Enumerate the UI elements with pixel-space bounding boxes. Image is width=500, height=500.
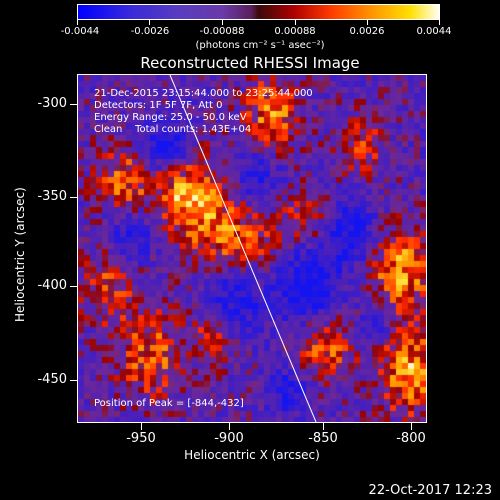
colorbar-label: -0.0044 — [60, 26, 100, 37]
y-tick-label: -400 — [37, 278, 67, 293]
x-axis-label: Heliocentric X (arcsec) — [184, 448, 320, 462]
x-tick — [141, 423, 142, 430]
x-tick-label: -850 — [308, 431, 338, 446]
heatmap-canvas[interactable] — [78, 75, 426, 422]
colorbar-tick — [149, 20, 150, 25]
x-tick-label: -950 — [126, 431, 156, 446]
x-tick — [411, 423, 412, 430]
info-total-counts: Clean Total counts: 1.43E+04 — [94, 124, 252, 135]
colorbar-label: 0.00088 — [274, 26, 316, 37]
x-tick — [323, 423, 324, 430]
colorbar-label: -0.00088 — [199, 26, 245, 37]
colorbar-label: 0.0026 — [349, 26, 385, 37]
colorbar-label: 0.0044 — [416, 26, 452, 37]
limb-line — [169, 75, 317, 422]
info-energy-range: Energy Range: 25.0 - 50.0 keV — [94, 112, 247, 123]
y-tick-label: -350 — [37, 189, 67, 204]
y-tick — [70, 104, 77, 105]
colorbar-tick — [77, 20, 78, 25]
y-tick-label: -450 — [37, 372, 67, 387]
info-time-range: 21-Dec-2015 23:15:44.000 to 23:25:44.000 — [94, 88, 313, 99]
image-title: Reconstructed RHESSI Image — [140, 54, 360, 72]
y-tick — [70, 286, 77, 287]
peak-position: Position of Peak = [-844,-432] — [94, 398, 244, 409]
x-tick-label: -900 — [214, 431, 244, 446]
y-tick — [70, 197, 77, 198]
colorbar-tick — [367, 20, 368, 25]
y-tick — [70, 380, 77, 381]
colorbar-label: -0.0026 — [130, 26, 170, 37]
y-axis-label: Heliocentric Y (arcsec) — [13, 187, 27, 322]
x-tick-label: -800 — [396, 431, 426, 446]
x-tick — [229, 423, 230, 430]
y-tick-label: -300 — [37, 96, 67, 111]
colorbar-tick — [222, 20, 223, 25]
timestamp: 22-Oct-2017 12:23 — [368, 483, 492, 498]
colorbar-tick — [295, 20, 296, 25]
colorbar-unit: (photons cm⁻² s⁻¹ asec⁻²) — [195, 40, 325, 51]
info-detectors: Detectors: 1F 5F 7F, Att 0 — [94, 100, 223, 111]
colorbar — [77, 4, 440, 20]
colorbar-tick — [439, 20, 440, 25]
rhessi-image-plot[interactable]: 21-Dec-2015 23:15:44.000 to 23:25:44.000… — [77, 74, 427, 423]
